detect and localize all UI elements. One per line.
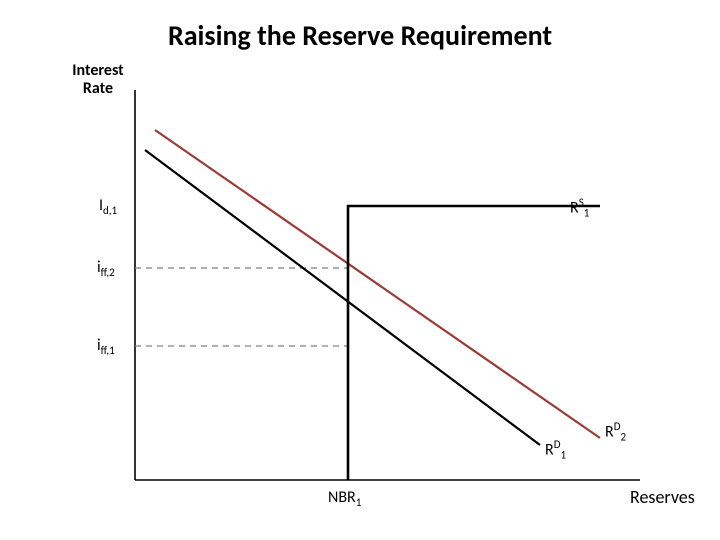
label-rd1: RD1: [545, 438, 566, 462]
label-iff2: iff,2: [97, 258, 115, 279]
label-nbr1: NBR1: [328, 488, 361, 509]
label-rs1: RS1: [570, 196, 589, 220]
label-id1: Id,1: [99, 196, 117, 217]
label-iff1: iff,1: [97, 336, 115, 357]
label-rd2: RD2: [605, 420, 626, 444]
slide: Raising the Reserve Requirement Interest…: [0, 0, 720, 540]
x-axis-label: Reserves: [630, 486, 695, 508]
